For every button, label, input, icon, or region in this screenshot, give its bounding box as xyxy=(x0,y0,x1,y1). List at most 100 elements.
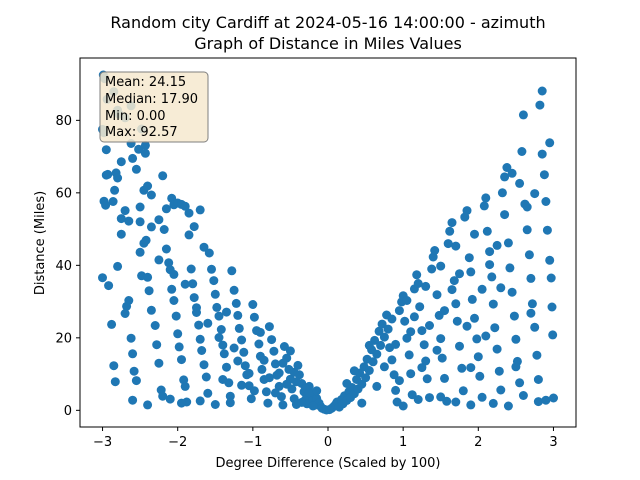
data-point xyxy=(144,286,154,296)
data-point xyxy=(368,357,378,367)
x-tick-label: −2 xyxy=(168,435,187,450)
data-point xyxy=(146,190,156,200)
data-point xyxy=(231,298,241,308)
data-point xyxy=(128,153,138,163)
data-point xyxy=(229,343,239,353)
data-point xyxy=(237,380,247,390)
data-point xyxy=(462,206,472,216)
data-point xyxy=(308,401,318,411)
data-point xyxy=(422,374,432,384)
x-axis-ticks: −3 −2 −1 0 1 2 3 xyxy=(93,427,558,450)
data-point xyxy=(98,273,107,283)
data-point xyxy=(466,267,476,277)
data-point xyxy=(511,334,521,344)
data-point xyxy=(507,287,517,297)
data-point xyxy=(379,332,389,342)
x-axis-label: Degree Difference (Scaled by 100) xyxy=(216,456,441,471)
data-point xyxy=(427,264,437,274)
data-point xyxy=(485,260,495,270)
data-point xyxy=(507,168,517,178)
data-point xyxy=(451,241,461,251)
data-point xyxy=(199,242,209,252)
data-point xyxy=(222,362,231,372)
data-point xyxy=(377,319,387,329)
data-point xyxy=(470,229,479,239)
data-point xyxy=(248,300,258,309)
data-point xyxy=(497,188,507,198)
data-point xyxy=(482,226,492,236)
stats-mean: Mean: 24.15 xyxy=(105,75,186,90)
data-point xyxy=(184,208,194,218)
data-point xyxy=(131,164,141,174)
data-point xyxy=(492,240,502,250)
data-point xyxy=(449,276,459,286)
data-point xyxy=(264,373,274,383)
data-point xyxy=(417,363,427,373)
data-point xyxy=(229,285,239,295)
data-point xyxy=(146,222,156,232)
x-tick-label: 1 xyxy=(399,435,407,450)
data-point xyxy=(150,321,160,330)
x-tick-label: −1 xyxy=(243,435,262,450)
data-point xyxy=(357,379,367,389)
data-point xyxy=(255,327,265,337)
data-point xyxy=(394,306,404,316)
data-point xyxy=(532,350,542,360)
data-point xyxy=(481,331,491,341)
data-point xyxy=(285,346,295,356)
chart-title-line1: Random city Cardiff at 2024-05-16 14:00:… xyxy=(110,13,545,32)
data-point xyxy=(249,386,259,396)
data-point xyxy=(440,306,449,316)
stats-max: Max: 92.57 xyxy=(105,125,178,140)
data-point xyxy=(477,392,487,402)
data-point xyxy=(188,279,198,289)
data-point xyxy=(535,100,545,110)
data-point xyxy=(203,318,213,328)
data-point xyxy=(398,401,408,411)
data-point xyxy=(257,364,267,374)
data-point xyxy=(364,340,374,350)
data-point xyxy=(490,323,500,333)
data-point xyxy=(107,319,117,329)
data-point xyxy=(289,367,299,377)
data-point xyxy=(116,214,126,224)
data-point xyxy=(518,110,528,120)
data-point xyxy=(128,349,138,359)
stats-min: Min: 0.00 xyxy=(105,109,166,124)
data-point xyxy=(233,356,243,366)
data-point xyxy=(361,373,371,383)
data-point xyxy=(174,342,184,352)
data-point xyxy=(140,140,150,150)
data-point xyxy=(342,379,352,388)
data-point xyxy=(169,296,179,305)
data-point xyxy=(152,340,162,350)
data-point xyxy=(421,281,431,291)
y-tick-label: 80 xyxy=(55,114,72,129)
data-point xyxy=(406,369,416,379)
data-point xyxy=(116,229,126,239)
data-point xyxy=(496,283,506,293)
data-point xyxy=(140,148,150,158)
data-point xyxy=(451,397,461,407)
data-point xyxy=(104,281,114,291)
data-point xyxy=(159,225,169,234)
data-point xyxy=(432,290,442,300)
data-point xyxy=(524,250,534,260)
data-point xyxy=(101,145,111,155)
data-point xyxy=(249,312,259,322)
y-axis-ticks: 0 20 40 60 80 xyxy=(55,114,80,419)
data-point xyxy=(406,327,416,337)
x-tick-label: 3 xyxy=(549,435,557,450)
data-point xyxy=(189,222,199,232)
data-point xyxy=(503,238,513,248)
data-point xyxy=(173,329,183,339)
data-point xyxy=(212,302,222,312)
data-point xyxy=(177,355,186,365)
data-point xyxy=(195,334,205,344)
data-point xyxy=(269,346,279,356)
data-point xyxy=(466,363,476,373)
data-point xyxy=(437,353,447,363)
data-point xyxy=(154,358,164,368)
